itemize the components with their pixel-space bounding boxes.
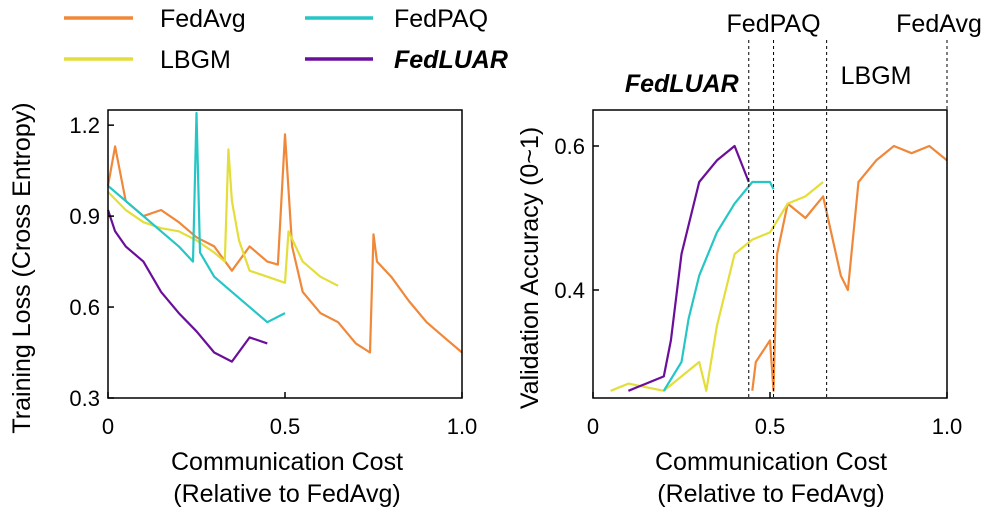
legend-label-fedpaq: FedPAQ xyxy=(394,5,488,33)
training-loss-line-fedluar xyxy=(106,209,268,363)
training-loss-x-label-sub: (Relative to FedAvg) xyxy=(173,480,400,508)
annotation-label-fedpaq: FedPAQ xyxy=(727,10,821,38)
validation-accuracy-series xyxy=(610,144,948,392)
training-loss-plot: 0 0.5 1.0 0.30.60.91.2 Communication Cost … xyxy=(8,102,477,508)
training-loss-line-fedavg xyxy=(106,133,463,354)
training-loss-series xyxy=(106,111,463,363)
validation-accuracy-x-label-sub: (Relative to FedAvg) xyxy=(657,480,884,508)
validation-accuracy-line-lbgm xyxy=(610,181,824,392)
validation-accuracy-y-label: Validation Accuracy (0~1) xyxy=(516,127,544,409)
training-loss-line-fedpaq xyxy=(107,111,286,324)
training-loss-y-tick-label: 0.6 xyxy=(69,295,100,320)
training-loss-y-tick-label: 0.9 xyxy=(69,204,100,229)
training-loss-y-tick-label: 1.2 xyxy=(69,113,100,138)
validation-accuracy-y-ticks: 0.4 0.6 xyxy=(554,134,599,303)
validation-accuracy-plot: FedLUAR FedPAQ LBGM FedAvg 0 0.5 1.0 0.4 0.6 C… xyxy=(516,10,982,508)
validation-accuracy-x-tick-label: 0 xyxy=(587,414,599,439)
annotation-label-fedluar: FedLUAR xyxy=(625,70,739,98)
training-loss-x-tick-label: 1.0 xyxy=(447,414,478,439)
training-loss-x-tick-label: 0 xyxy=(102,414,114,439)
validation-accuracy-annotations: FedLUAR FedPAQ LBGM FedAvg xyxy=(625,10,982,398)
training-loss-x-ticks: 0 0.5 1.0 xyxy=(102,392,477,439)
annotation-label-fedavg: FedAvg xyxy=(896,10,982,38)
training-loss-y-label: Training Loss (Cross Entropy) xyxy=(8,102,36,433)
validation-accuracy-x-label: Communication Cost xyxy=(655,448,887,476)
legend: FedAvg FedPAQ LBGM FedLUAR xyxy=(64,5,508,74)
training-loss-line-lbgm xyxy=(107,148,339,287)
legend-label-lbgm: LBGM xyxy=(160,46,231,74)
training-loss-x-tick-label: 0.5 xyxy=(270,414,301,439)
legend-label-fedluar: FedLUAR xyxy=(394,46,508,74)
annotation-label-lbgm: LBGM xyxy=(841,62,912,90)
validation-accuracy-x-ticks: 0 0.5 1.0 xyxy=(587,392,962,439)
legend-label-fedavg: FedAvg xyxy=(160,5,246,33)
validation-accuracy-line-fedavg xyxy=(751,144,948,392)
validation-accuracy-x-tick-label: 1.0 xyxy=(932,414,963,439)
training-loss-y-ticks: 0.3 0.6 0.9 1.2 xyxy=(69,113,114,411)
training-loss-y-tick-label: 0.3 xyxy=(69,386,100,411)
validation-accuracy-x-tick-label: 0.5 xyxy=(755,414,786,439)
validation-accuracy-line-fedpaq xyxy=(662,180,775,392)
training-loss-x-label: Communication Cost xyxy=(171,448,403,476)
validation-accuracy-y-tick-label: 0.4 xyxy=(554,278,585,303)
validation-accuracy-line-fedluar xyxy=(627,144,750,392)
validation-accuracy-y-tick-label: 0.6 xyxy=(554,134,585,159)
